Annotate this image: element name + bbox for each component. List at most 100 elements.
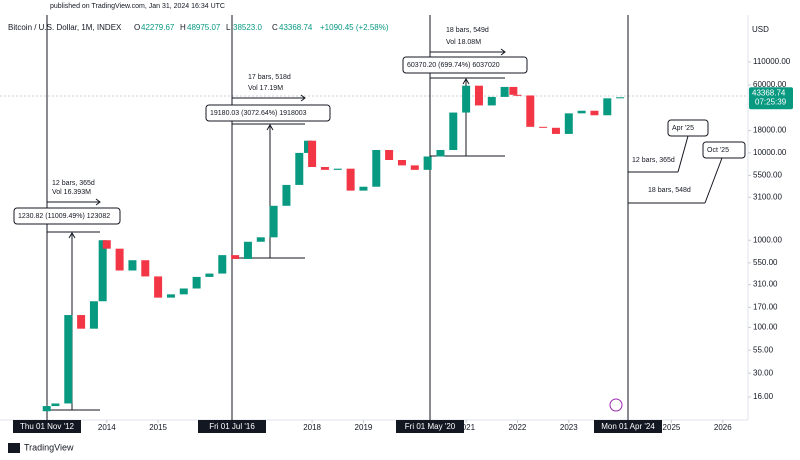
logo — [8, 443, 20, 453]
candle — [295, 152, 304, 185]
candle — [551, 127, 560, 134]
ohlc-value: 43368.74 — [279, 23, 313, 32]
ohlc-key: C — [272, 23, 278, 32]
annotation: 1230.82 (11009.49%) 123082 — [18, 213, 110, 220]
x-tick-label: 2014 — [98, 423, 116, 432]
annotation: Vol 17.19M — [248, 85, 283, 92]
ohlc-key: H — [180, 23, 186, 32]
candle — [346, 168, 355, 191]
plot — [42, 85, 625, 412]
y-tick-label: 550.00 — [753, 258, 778, 267]
published: published on TradingView.com, Jan 31, 20… — [50, 3, 225, 10]
candle — [333, 168, 342, 170]
candle — [154, 276, 163, 298]
date-label: Mon 01 Apr '24 — [601, 422, 655, 431]
annotation: 12 bars, 365d — [632, 157, 675, 164]
candle — [474, 85, 483, 106]
candle — [218, 255, 227, 274]
x-tick-label: 2026 — [714, 423, 732, 432]
y-tick-label: 310.00 — [753, 280, 778, 289]
annotation: 19180.03 (3072.64%) 1918003 — [210, 110, 307, 117]
candle — [42, 406, 51, 412]
y-tick-label: 55.00 — [753, 345, 774, 354]
y-tick-label: 110000.00 — [753, 57, 791, 66]
candle — [397, 159, 406, 166]
candle — [308, 140, 317, 167]
annotation: 12 bars, 365d — [52, 180, 95, 187]
y-tick-label: 5500.00 — [753, 171, 782, 180]
ohlc-value: 48975.07 — [187, 23, 221, 32]
annotation: Vol 16.393M — [52, 189, 91, 196]
candle — [462, 85, 471, 113]
annotation-box — [402, 56, 528, 74]
candle — [616, 97, 625, 99]
annotation: Vol 18.08M — [446, 39, 481, 46]
candle — [603, 98, 612, 116]
symbol-title: Bitcoin / U.S. Dollar, 1M, INDEX — [8, 23, 122, 32]
candle — [102, 240, 111, 249]
candle — [304, 140, 313, 153]
candle — [192, 276, 201, 289]
footer-bg — [0, 436, 800, 460]
footer: TradingView — [24, 442, 74, 452]
date-label: Thu 01 Nov '12 — [20, 422, 75, 431]
annotation: Oct '25 — [707, 147, 729, 154]
y-tick-label: 18000.00 — [753, 126, 787, 135]
date-label-bg — [594, 420, 662, 433]
x-tick-label: 2015 — [149, 423, 167, 432]
x-tick-label: 2025 — [663, 423, 681, 432]
candle — [500, 86, 509, 97]
candle — [539, 126, 548, 128]
date-label-bg — [396, 420, 464, 433]
candle — [231, 255, 240, 259]
annotation: Apr '25 — [672, 125, 694, 132]
x-tick-label: 2023 — [560, 423, 578, 432]
y-tick-label: 30.00 — [753, 368, 774, 377]
y-tick-label: 60000.00 — [753, 80, 787, 89]
date-label: Fri 01 May '20 — [405, 422, 456, 431]
annotation: 17 bars, 518d — [248, 74, 291, 81]
annotation: 18 bars, 549d — [446, 27, 489, 34]
annotation-box — [702, 141, 746, 159]
candle — [513, 94, 522, 96]
candle — [179, 288, 188, 295]
candle — [385, 150, 394, 160]
candle — [98, 240, 107, 302]
annotation: 60370.20 (699.74%) 6037020 — [407, 62, 500, 69]
candle — [77, 315, 86, 329]
y-tick-label: 16.00 — [753, 392, 774, 401]
candle — [590, 110, 599, 116]
y-tick-label: 1000.00 — [753, 235, 782, 244]
x-tick-label: 2018 — [303, 423, 321, 432]
ohlc: O 42279.67 H 48975.07 L 38523.0 C 43368.74 +1090… — [134, 23, 389, 32]
x-tick-label: 2022 — [509, 423, 527, 432]
y-tick-label: 100.00 — [753, 323, 778, 332]
y-tick-label: 3100.00 — [753, 192, 782, 201]
annotation-box — [205, 104, 331, 122]
currency: USD — [752, 25, 769, 34]
candle — [577, 110, 586, 114]
candle — [449, 112, 458, 151]
candle — [359, 186, 368, 191]
candle — [128, 260, 137, 271]
candle — [141, 260, 150, 277]
candle — [115, 248, 124, 271]
candle — [166, 294, 175, 298]
candle — [282, 184, 291, 206]
candle — [89, 301, 98, 329]
event-icon — [609, 398, 623, 412]
candle — [320, 166, 329, 170]
x-tick-label: 2019 — [355, 423, 373, 432]
candle — [64, 315, 73, 404]
countdown: 07:25:39 — [755, 97, 787, 106]
candle — [436, 150, 445, 157]
x-tick-label: 2021 — [457, 423, 475, 432]
annotation-box — [13, 207, 121, 225]
date-label-bg — [13, 420, 81, 433]
ohlc-value: 38523.0 — [233, 23, 262, 32]
candle — [269, 205, 278, 238]
ohlc-key: O — [134, 23, 140, 32]
candle — [372, 150, 381, 187]
